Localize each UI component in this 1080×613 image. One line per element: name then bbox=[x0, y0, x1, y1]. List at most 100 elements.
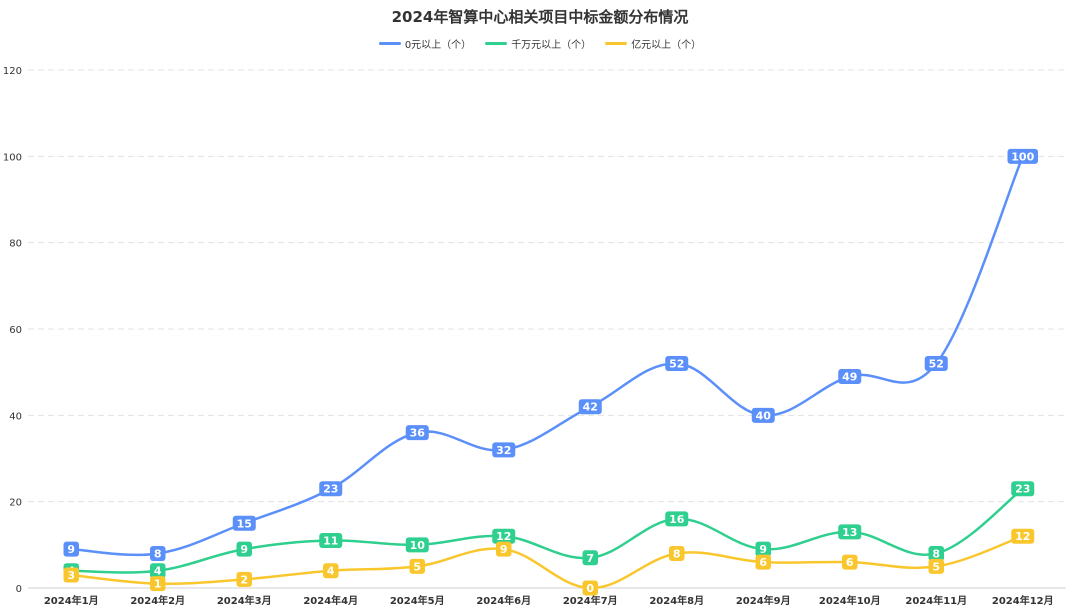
data-label-box-s1-1 bbox=[150, 563, 166, 579]
data-label-box-s0-9 bbox=[838, 368, 862, 384]
data-label-s0-8: 40 bbox=[751, 407, 775, 423]
data-label-text-s0-4: 36 bbox=[410, 427, 426, 440]
data-label-text-s1-9: 13 bbox=[842, 526, 857, 539]
data-label-box-s2-9 bbox=[842, 554, 858, 570]
data-label-s0-7: 52 bbox=[665, 356, 689, 372]
data-label-box-s2-2 bbox=[236, 571, 252, 587]
data-label-text-s1-5: 12 bbox=[496, 530, 511, 543]
data-label-text-s0-1: 8 bbox=[154, 547, 162, 560]
data-label-s1-3: 11 bbox=[319, 533, 343, 549]
data-label-box-s2-4 bbox=[409, 558, 425, 574]
series-line-2 bbox=[71, 535, 1024, 590]
x-tick-label-11: 2024年12月 bbox=[992, 594, 1054, 607]
data-label-box-s1-2 bbox=[236, 541, 252, 557]
y-tick-label-1: 20 bbox=[9, 498, 22, 509]
data-label-s2-1: 1 bbox=[150, 576, 166, 592]
data-label-box-s1-5 bbox=[492, 528, 516, 544]
data-label-text-s2-2: 2 bbox=[240, 573, 248, 586]
legend-label-0: 0元以上（个） bbox=[404, 40, 472, 51]
data-label-text-s0-7: 52 bbox=[669, 358, 684, 371]
data-label-text-s2-10: 5 bbox=[932, 560, 940, 573]
x-tick-label-1: 2024年2月 bbox=[130, 594, 185, 607]
data-label-box-s0-3 bbox=[319, 481, 343, 497]
legend-label-1: 千万元以上（个） bbox=[511, 40, 592, 51]
data-label-s0-6: 42 bbox=[578, 399, 602, 415]
data-label-text-s1-6: 7 bbox=[586, 552, 594, 565]
legend-item-2[interactable]: 亿元以上（个） bbox=[605, 36, 701, 51]
data-label-s2-0: 3 bbox=[63, 567, 79, 583]
data-label-text-s2-5: 9 bbox=[500, 543, 508, 556]
data-label-box-s2-3 bbox=[323, 563, 339, 579]
chart-title: 2024年智算中心相关项目中标金额分布情况 bbox=[391, 8, 689, 26]
data-label-box-s0-10 bbox=[924, 356, 948, 372]
data-label-s2-7: 8 bbox=[669, 545, 685, 561]
data-label-text-s2-7: 8 bbox=[673, 547, 681, 560]
x-tick-label-2: 2024年3月 bbox=[217, 594, 272, 607]
series-line-0 bbox=[71, 155, 1024, 557]
x-tick-label-0: 2024年1月 bbox=[44, 594, 99, 607]
x-tick-label-5: 2024年6月 bbox=[476, 594, 531, 607]
data-label-s0-2: 15 bbox=[232, 515, 256, 531]
data-label-text-s0-6: 42 bbox=[583, 401, 598, 414]
data-label-s1-2: 9 bbox=[236, 541, 252, 557]
legend: 0元以上（个） 千万元以上（个） 亿元以上（个） bbox=[0, 36, 1080, 51]
data-label-box-s0-6 bbox=[578, 399, 602, 415]
data-label-text-s2-0: 3 bbox=[67, 569, 75, 582]
x-tick-label-10: 2024年11月 bbox=[905, 594, 967, 607]
data-label-s1-5: 12 bbox=[492, 528, 516, 544]
x-tick-label-6: 2024年7月 bbox=[563, 594, 618, 607]
y-tick-label-6: 120 bbox=[3, 66, 22, 77]
data-label-s0-4: 36 bbox=[405, 425, 429, 441]
data-label-text-s1-3: 11 bbox=[323, 535, 338, 548]
x-tick-label-4: 2024年5月 bbox=[390, 594, 445, 607]
data-label-box-s1-10 bbox=[928, 545, 944, 561]
data-label-text-s1-7: 16 bbox=[669, 513, 685, 526]
data-label-box-s0-1 bbox=[150, 545, 166, 561]
data-label-box-s0-5 bbox=[492, 442, 516, 458]
data-label-text-s0-8: 40 bbox=[756, 409, 772, 422]
data-label-text-s0-10: 52 bbox=[929, 358, 944, 371]
x-tick-label-8: 2024年9月 bbox=[736, 594, 791, 607]
data-label-text-s1-1: 4 bbox=[154, 565, 162, 578]
data-label-text-s1-2: 9 bbox=[240, 543, 248, 556]
data-label-box-s2-0 bbox=[63, 567, 79, 583]
data-label-text-s2-9: 6 bbox=[846, 556, 854, 569]
data-label-s2-9: 6 bbox=[842, 554, 858, 570]
data-label-s2-11: 12 bbox=[1011, 528, 1035, 544]
data-label-s1-4: 10 bbox=[405, 537, 429, 553]
legend-label-2: 亿元以上（个） bbox=[631, 40, 702, 51]
y-tick-label-3: 60 bbox=[9, 325, 22, 336]
x-tick-label-9: 2024年10月 bbox=[819, 594, 881, 607]
x-tick-label-7: 2024年8月 bbox=[649, 594, 704, 607]
y-tick-label-5: 100 bbox=[3, 152, 22, 163]
data-label-s0-9: 49 bbox=[838, 368, 862, 384]
data-label-text-s0-0: 9 bbox=[67, 543, 75, 556]
data-label-s0-10: 52 bbox=[924, 356, 948, 372]
data-label-s0-11: 100 bbox=[1007, 148, 1038, 164]
data-label-s1-6: 7 bbox=[582, 550, 598, 566]
data-label-box-s0-4 bbox=[405, 425, 429, 441]
legend-item-1[interactable]: 千万元以上（个） bbox=[485, 36, 591, 51]
legend-item-0[interactable]: 0元以上（个） bbox=[378, 36, 472, 51]
data-label-s1-10: 8 bbox=[928, 545, 944, 561]
x-tick-label-3: 2024年4月 bbox=[303, 594, 358, 607]
data-label-box-s1-4 bbox=[405, 537, 429, 553]
data-label-s2-2: 2 bbox=[236, 571, 252, 587]
data-label-s2-5: 9 bbox=[496, 541, 512, 557]
data-label-s2-4: 5 bbox=[409, 558, 425, 574]
data-label-text-s0-2: 15 bbox=[237, 517, 252, 530]
data-label-text-s2-6: 0 bbox=[586, 582, 594, 595]
data-label-box-s2-1 bbox=[150, 576, 166, 592]
legend-swatch-1 bbox=[485, 42, 508, 45]
data-label-text-s1-4: 10 bbox=[410, 539, 426, 552]
data-label-box-s1-11 bbox=[1011, 481, 1035, 497]
data-label-box-s2-10 bbox=[928, 558, 944, 574]
legend-swatch-0 bbox=[378, 42, 401, 45]
data-label-s1-1: 4 bbox=[150, 563, 166, 579]
y-tick-label-4: 80 bbox=[9, 239, 22, 250]
data-label-box-s0-2 bbox=[232, 515, 256, 531]
data-label-box-s1-6 bbox=[582, 550, 598, 566]
data-label-box-s2-6 bbox=[582, 580, 598, 596]
